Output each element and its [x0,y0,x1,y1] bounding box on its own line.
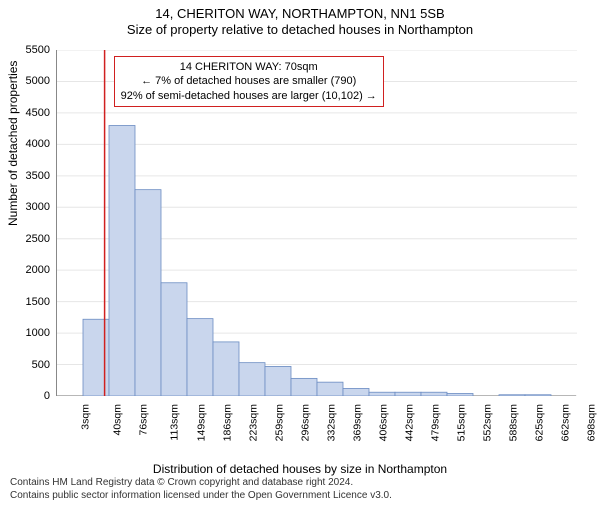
chart-area: 0500100015002000250030003500400045005000… [56,50,576,430]
x-tick-label: 149sqm [195,404,207,441]
y-tick-label: 3000 [10,201,50,213]
y-tick-label: 500 [10,359,50,371]
x-axis-label: Distribution of detached houses by size … [0,462,600,476]
y-tick-label: 2500 [10,233,50,245]
x-tick-label: 296sqm [299,404,311,441]
chart-title-sub: Size of property relative to detached ho… [0,22,600,37]
x-tick-label: 369sqm [351,404,363,441]
y-tick-label: 5500 [10,44,50,56]
footer: Contains HM Land Registry data © Crown c… [10,477,392,502]
x-tick-label: 662sqm [559,404,571,441]
y-tick-label: 1500 [10,296,50,308]
x-tick-label: 40sqm [112,404,124,436]
x-tick-label: 3sqm [80,404,92,430]
info-box: 14 CHERITON WAY: 70sqm ← 7% of detached … [114,56,384,107]
x-tick-label: 625sqm [533,404,545,441]
y-tick-label: 1000 [10,327,50,339]
y-tick-label: 2000 [10,264,50,276]
info-line-2: ← 7% of detached houses are smaller (790… [121,74,377,88]
x-tick-label: 406sqm [377,404,389,441]
info-line-3: 92% of semi-detached houses are larger (… [121,89,377,103]
info-line-1: 14 CHERITON WAY: 70sqm [121,60,377,74]
x-tick-label: 186sqm [221,404,233,441]
x-tick-label: 332sqm [325,404,337,441]
y-tick-label: 0 [10,390,50,402]
y-tick-label: 4500 [10,107,50,119]
chart-title-main: 14, CHERITON WAY, NORTHAMPTON, NN1 5SB [0,6,600,21]
x-tick-label: 223sqm [247,404,259,441]
y-tick-label: 3500 [10,170,50,182]
x-tick-label: 588sqm [507,404,519,441]
footer-line-1: Contains HM Land Registry data © Crown c… [10,477,392,490]
footer-line-2: Contains public sector information licen… [10,490,392,503]
x-tick-label: 442sqm [403,404,415,441]
x-tick-label: 76sqm [138,404,150,436]
x-tick-label: 113sqm [169,404,181,441]
x-tick-label: 259sqm [273,404,285,441]
x-tick-label: 552sqm [481,404,493,441]
x-tick-label: 515sqm [455,404,467,441]
y-tick-label: 5000 [10,75,50,87]
x-tick-label: 698sqm [585,404,597,441]
x-tick-label: 479sqm [429,404,441,441]
y-tick-label: 4000 [10,138,50,150]
